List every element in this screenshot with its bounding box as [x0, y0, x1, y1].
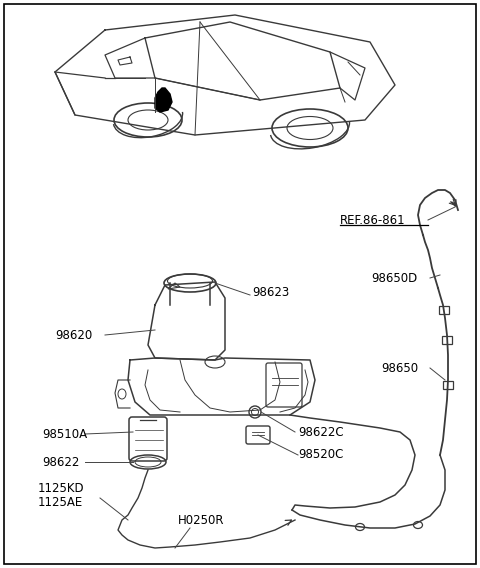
Text: 98622: 98622 — [42, 456, 79, 469]
Text: 98510A: 98510A — [42, 428, 87, 441]
Text: 1125KD: 1125KD — [38, 482, 84, 495]
Text: H0250R: H0250R — [178, 513, 225, 527]
Text: 1125AE: 1125AE — [38, 495, 83, 508]
Text: 98650D: 98650D — [372, 272, 418, 285]
Text: 98622C: 98622C — [298, 425, 344, 438]
Text: 98620: 98620 — [55, 328, 92, 341]
Text: 98650: 98650 — [381, 361, 418, 374]
Polygon shape — [155, 88, 172, 112]
Text: 98520C: 98520C — [298, 449, 343, 461]
Text: REF.86-861: REF.86-861 — [340, 214, 406, 227]
Text: 98623: 98623 — [252, 286, 289, 299]
